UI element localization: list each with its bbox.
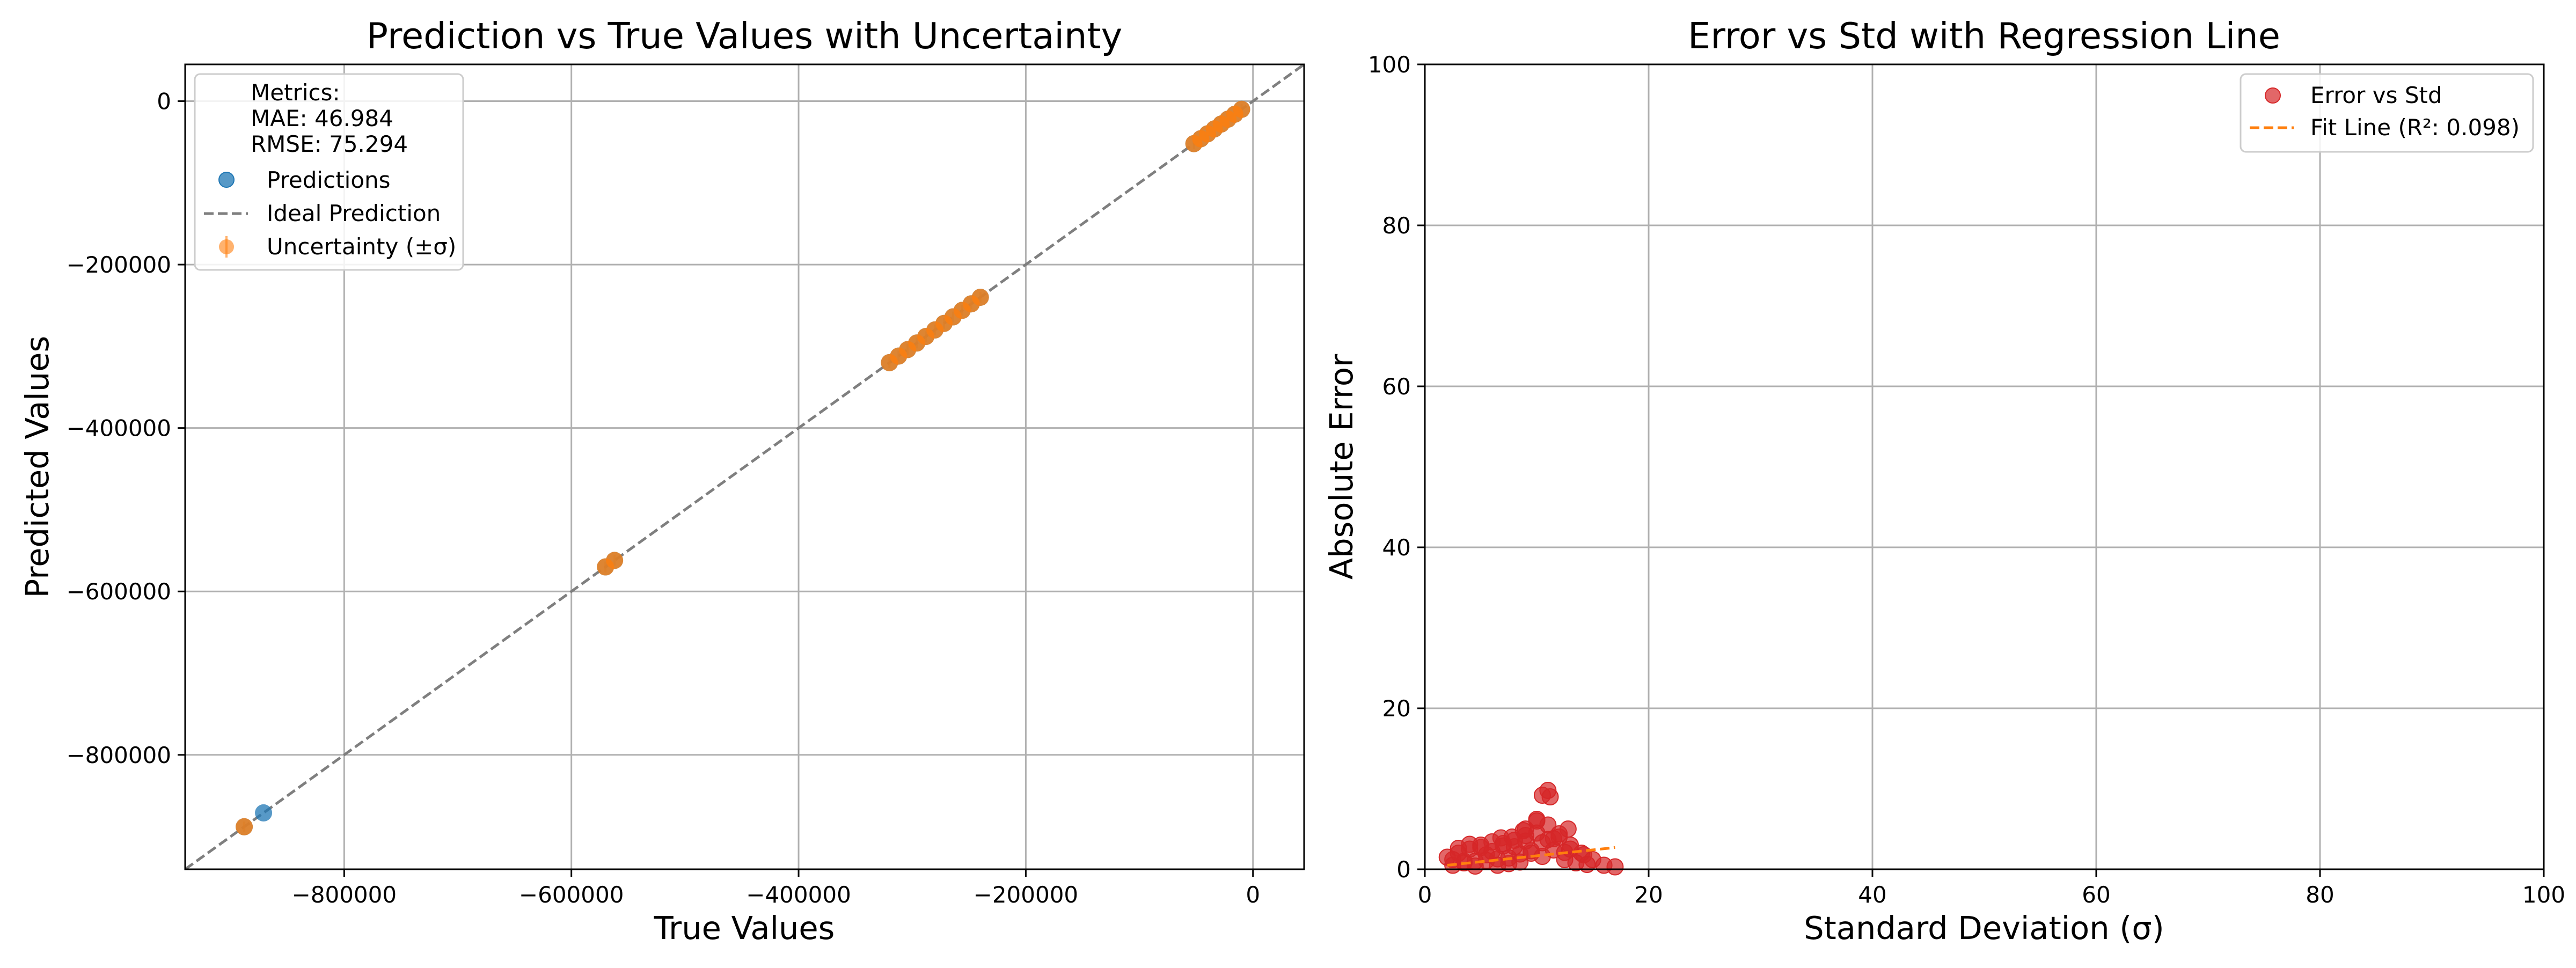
uncertainty-point (1233, 100, 1250, 118)
x-tick-label: −200000 (974, 882, 1079, 908)
uncertainty-point (236, 818, 253, 835)
legend-uncertainty-marker (219, 239, 234, 254)
metrics-label: Metrics: (251, 79, 340, 106)
error-point (1541, 788, 1559, 805)
legend-ideal-label: Ideal Prediction (267, 200, 441, 226)
prediction-chart-title: Prediction vs True Values with Uncertain… (367, 15, 1123, 57)
x-tick-label: 40 (1858, 882, 1886, 908)
uncertainty-points (236, 100, 1250, 835)
error-chart-title: Error vs Std with Regression Line (1688, 15, 2280, 57)
error-point (1606, 858, 1624, 876)
ideal-prediction-line (184, 63, 1305, 871)
y-tick-label: −600000 (66, 578, 171, 605)
x-tick-label: −800000 (292, 882, 397, 908)
prediction-chart: −800000 −600000 −400000 −200000 0 −800000 −60… (19, 15, 1305, 947)
fit-line (1447, 846, 1615, 867)
error-axes-frame (1424, 63, 2545, 870)
legend-fit-label: Fit Line (R²: 0.098) (2310, 114, 2520, 141)
error-std-chart: 0 20 40 60 80 100 0 20 40 60 80 100 Error vs Std w… (1323, 15, 2565, 947)
y-tick-label: −400000 (66, 415, 171, 442)
y-tick-label: 0 (1396, 856, 1411, 883)
legend-error-marker (2265, 87, 2281, 104)
x-tick-label: −600000 (519, 882, 624, 908)
x-tick-label: 60 (2082, 882, 2110, 908)
prediction-x-axis-label: True Values (654, 910, 835, 947)
x-tick-label: 20 (1634, 882, 1663, 908)
error-legend-box (2240, 73, 2534, 153)
x-tick-label: 0 (1418, 882, 1432, 908)
prediction-point (255, 804, 273, 822)
y-tick-label: 40 (1382, 534, 1411, 561)
x-tick-label: 0 (1246, 882, 1260, 908)
rmse-value: RMSE: 75.294 (251, 131, 408, 157)
error-y-ticks: 0 20 40 60 80 100 (1368, 52, 1425, 883)
y-tick-label: 20 (1382, 695, 1411, 722)
y-tick-label: 100 (1368, 52, 1411, 78)
error-y-axis-label: Absolute Error (1323, 354, 1360, 580)
error-point (1528, 811, 1546, 828)
error-x-axis-label: Standard Deviation (σ) (1804, 910, 2164, 947)
x-tick-label: −400000 (746, 882, 851, 908)
y-tick-label: 60 (1382, 373, 1411, 400)
prediction-y-ticks: −800000 −600000 −400000 −200000 0 (66, 89, 185, 768)
error-x-ticks: 0 20 40 60 80 100 (1418, 869, 2565, 908)
y-tick-label: 0 (157, 89, 171, 115)
prediction-x-ticks: −800000 −600000 −400000 −200000 0 (292, 869, 1260, 908)
error-point (1492, 829, 1510, 847)
error-legend: Error vs Std Fit Line (R²: 0.098) (2240, 73, 2534, 153)
uncertainty-point (606, 552, 624, 569)
legend-error-label: Error vs Std (2310, 82, 2442, 108)
x-tick-label: 100 (2522, 882, 2565, 908)
prediction-axes-frame (184, 63, 1305, 870)
uncertainty-point (971, 289, 989, 306)
legend-uncertainty-label: Uncertainty (±σ) (267, 233, 456, 260)
legend-predictions-label: Predictions (267, 167, 391, 193)
prediction-y-axis-label: Predicted Values (19, 336, 56, 598)
y-tick-label: −200000 (66, 252, 171, 278)
prediction-legend-box (194, 73, 464, 271)
error-point (1559, 820, 1577, 838)
y-tick-label: −800000 (66, 742, 171, 768)
fit-line-path (1447, 846, 1615, 867)
legend-predictions-marker (218, 172, 235, 188)
x-tick-label: 80 (2306, 882, 2334, 908)
y-tick-label: 80 (1382, 212, 1411, 239)
prediction-legend: Metrics: MAE: 46.984 RMSE: 75.294 Predic… (194, 73, 464, 271)
mae-value: MAE: 46.984 (251, 105, 393, 131)
ideal-prediction-line-path (184, 63, 1305, 871)
error-plot-area (1425, 64, 2544, 869)
